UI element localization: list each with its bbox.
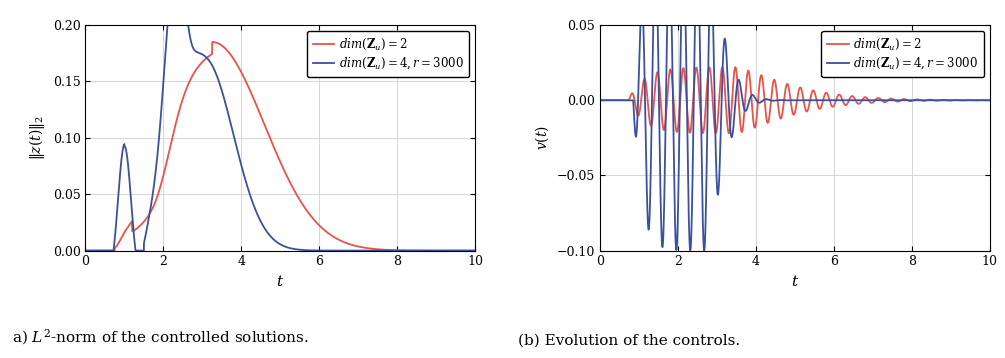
$-\,dim(\mathbf{Z}_u) = 2$ [400, 248, 412, 252]
Y-axis label: $\|z(t)\|_2$: $\|z(t)\|_2$ [27, 115, 47, 160]
$-\,dim(\mathbf{Z}_u) = 2$ [206, 40, 218, 44]
$-\,dim(\mathbf{Z}_u) = 4, r = 3000$ [333, 248, 345, 253]
Line: $-\,dim(\mathbf{Z}_u) = 4, r = 3000$: $-\,dim(\mathbf{Z}_u) = 4, r = 3000$ [85, 0, 475, 251]
$-\,dim(\mathbf{Z}_u) = 4, r = 3000$ [314, 248, 326, 253]
$-\,dim(\mathbf{Z}_u) = 2$ [333, 238, 345, 242]
Text: (b) Evolution of the controls.: (b) Evolution of the controls. [518, 333, 740, 347]
$-\,dim(\mathbf{Z}_u) = 4, r = 3000$ [371, 248, 383, 253]
$-\,dim(\mathbf{Z}_u) = 4, r = 3000$ [228, 136, 240, 141]
$-\,dim(\mathbf{Z}_u) = 4, r = 3000$ [150, 164, 162, 169]
$-\,dim(\mathbf{Z}_u) = 2$ [228, 58, 240, 62]
$-\,dim(\mathbf{Z}_u) = 2$ [150, 197, 162, 202]
$-\,dim(\mathbf{Z}_u) = 2$ [314, 223, 326, 228]
Y-axis label: $v(t)$: $v(t)$ [534, 125, 552, 150]
Legend: $dim(\mathbf{Z}_u) = 2$, $dim(\mathbf{Z}_u) = 4, r = 3000$: $dim(\mathbf{Z}_u) = 2$, $dim(\mathbf{Z}… [307, 31, 469, 77]
X-axis label: $t$: $t$ [276, 274, 284, 289]
$-\,dim(\mathbf{Z}_u) = 4, r = 3000$ [469, 248, 481, 253]
X-axis label: $t$: $t$ [791, 274, 799, 289]
$-\,dim(\mathbf{Z}_u) = 4, r = 3000$ [400, 248, 412, 253]
$-\,dim(\mathbf{Z}_u) = 4, r = 3000$ [79, 248, 91, 253]
Text: a) $L^2$-norm of the controlled solutions.: a) $L^2$-norm of the controlled solution… [12, 328, 310, 347]
$-\,dim(\mathbf{Z}_u) = 2$ [371, 247, 383, 251]
$-\,dim(\mathbf{Z}_u) = 2$ [79, 248, 91, 253]
$-\,dim(\mathbf{Z}_u) = 2$ [469, 248, 481, 253]
Line: $-\,dim(\mathbf{Z}_u) = 2$: $-\,dim(\mathbf{Z}_u) = 2$ [85, 42, 475, 251]
Legend: $dim(\mathbf{Z}_u) = 2$, $dim(\mathbf{Z}_u) = 4, r = 3000$: $dim(\mathbf{Z}_u) = 2$, $dim(\mathbf{Z}… [821, 31, 984, 77]
